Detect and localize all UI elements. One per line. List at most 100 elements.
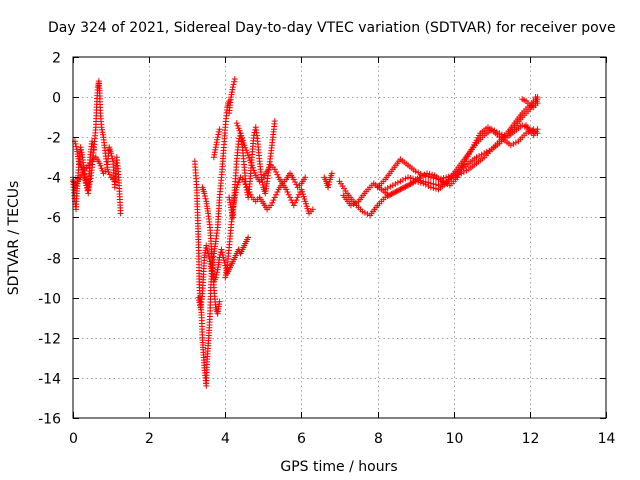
data-point <box>231 76 238 83</box>
data-point <box>394 179 401 186</box>
data-point <box>388 191 395 198</box>
data-point <box>328 170 335 177</box>
data-point <box>99 167 106 174</box>
data-point <box>476 152 483 159</box>
data-point <box>427 174 434 181</box>
data-point <box>421 171 428 178</box>
data-point <box>202 195 209 202</box>
data-point <box>283 186 290 193</box>
data-point <box>394 187 401 194</box>
data-point <box>242 144 249 151</box>
x-tick-label: 8 <box>374 431 383 447</box>
data-point <box>385 192 392 199</box>
data-marks <box>70 76 541 389</box>
data-point <box>242 181 249 188</box>
data-point <box>96 160 103 167</box>
x-tick-label: 10 <box>446 431 464 447</box>
x-tick-label: 6 <box>297 431 306 447</box>
data-point <box>422 179 429 186</box>
data-point <box>271 166 278 173</box>
data-point <box>201 190 208 197</box>
data-point <box>241 178 248 185</box>
data-point <box>108 152 115 159</box>
data-point <box>108 150 115 157</box>
data-point <box>397 178 404 185</box>
data-point <box>214 134 221 141</box>
data-point <box>507 142 514 149</box>
data-point <box>389 182 396 189</box>
data-point <box>234 122 241 129</box>
data-point <box>420 172 427 179</box>
data-point <box>250 167 257 174</box>
data-point <box>247 159 254 166</box>
data-point <box>236 176 243 183</box>
data-point <box>402 183 409 190</box>
data-point <box>273 191 280 198</box>
data-point <box>528 127 535 134</box>
y-tick-label: -14 <box>38 372 61 388</box>
data-point <box>244 149 251 156</box>
data-point <box>417 170 424 177</box>
data-point <box>407 175 414 182</box>
data-point <box>463 167 470 174</box>
data-point <box>72 140 79 147</box>
data-point <box>397 186 404 193</box>
data-point <box>247 157 254 164</box>
data-point <box>235 179 242 186</box>
data-point <box>243 183 250 190</box>
data-point <box>412 168 419 175</box>
data-point <box>473 154 480 161</box>
data-point <box>205 250 212 257</box>
data-point <box>399 185 406 192</box>
data-point <box>213 271 220 278</box>
data-point <box>444 181 451 188</box>
data-point <box>398 185 405 192</box>
data-point <box>97 162 104 169</box>
data-point <box>302 174 309 181</box>
data-point <box>246 154 253 161</box>
data-point <box>269 199 276 206</box>
data-point <box>292 199 299 206</box>
data-point <box>216 126 223 133</box>
x-axis-label: GPS time / hours <box>280 459 397 475</box>
data-point <box>326 179 333 186</box>
data-point <box>214 269 221 276</box>
data-point <box>415 177 422 184</box>
data-point <box>80 168 87 175</box>
data-point <box>458 170 465 177</box>
data-point <box>203 242 210 249</box>
data-point <box>483 148 490 155</box>
data-point <box>402 175 409 182</box>
data-point <box>422 172 429 179</box>
data-point <box>205 253 212 260</box>
y-tick-label: -10 <box>38 292 61 308</box>
data-point <box>361 209 368 216</box>
data-point <box>445 177 452 184</box>
data-point <box>273 168 280 175</box>
x-tick-label: 2 <box>145 431 154 447</box>
data-point <box>512 139 519 146</box>
data-point <box>290 176 297 183</box>
data-point <box>274 171 281 178</box>
data-point <box>425 173 432 180</box>
data-point <box>430 175 437 182</box>
data-point <box>81 174 88 181</box>
data-point <box>420 178 427 185</box>
y-tick-label: -2 <box>47 131 61 147</box>
y-tick-label: -4 <box>47 171 61 187</box>
data-point <box>246 189 253 196</box>
data-point <box>271 118 278 125</box>
data-point <box>309 206 316 213</box>
data-point <box>290 202 297 209</box>
plot-frame <box>72 56 607 419</box>
data-point <box>73 143 80 150</box>
data-point <box>249 164 256 171</box>
data-point <box>233 120 240 127</box>
data-point <box>218 246 225 253</box>
data-point <box>82 177 89 184</box>
data-point <box>478 151 485 158</box>
data-point <box>251 169 258 176</box>
data-point <box>241 142 248 149</box>
x-tick-label: 12 <box>522 431 540 447</box>
data-point <box>90 143 97 150</box>
